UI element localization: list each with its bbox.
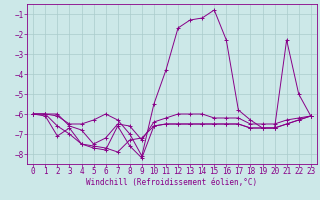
X-axis label: Windchill (Refroidissement éolien,°C): Windchill (Refroidissement éolien,°C)	[86, 178, 258, 187]
